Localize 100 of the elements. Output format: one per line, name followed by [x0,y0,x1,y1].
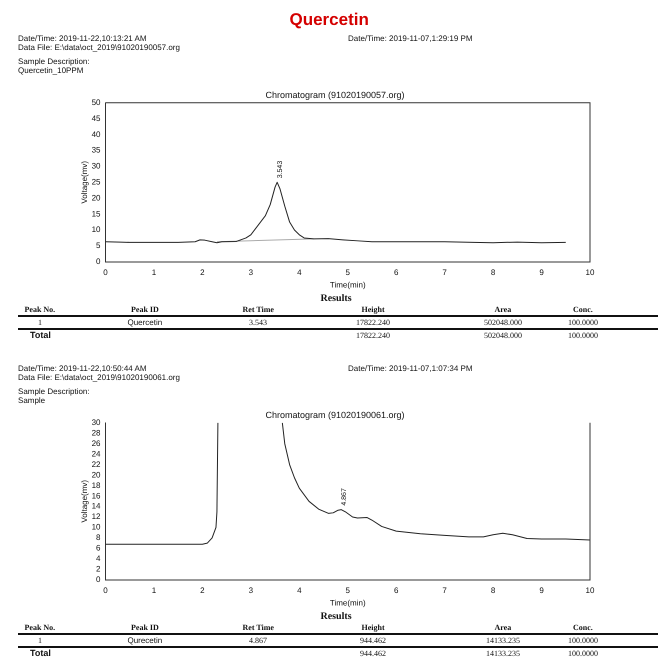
y-tick-label: 25 [92,178,102,187]
y-tick-label: 45 [92,114,102,123]
y-tick-label: 24 [92,449,102,458]
y-tick-label: 0 [96,575,102,584]
text: 4.867 [249,636,267,645]
x-tick-label: 9 [539,586,544,595]
y-tick-label: 8 [96,533,102,542]
text: Peak No. [24,305,56,314]
x-axis-title: Time(min) [330,598,366,608]
x-tick-label: 6 [394,586,399,595]
text: 14133.235 [486,636,520,645]
text: Date/Time: 2019-11-22,10:50:44 AM [18,364,147,373]
text: 100.0000 [568,331,598,340]
x-tick-label: 1 [152,268,157,277]
x-tick-label: 6 [394,268,399,277]
x-tick-label: 4 [297,586,302,595]
y-tick-label: 10 [92,225,102,234]
y-tick-label: 5 [96,241,102,250]
y-axis-title: Voltage(mv) [80,480,90,523]
text: 1 [38,318,42,327]
y-tick-label: 50 [92,98,102,108]
text: Date/Time: 2019-11-22,10:13:21 AM [18,34,147,43]
text: Peak ID [131,623,159,632]
y-tick-label: 28 [92,428,102,438]
text: Height [362,623,385,632]
x-tick-label: 5 [346,268,351,277]
y-tick-label: 18 [92,480,102,490]
x-tick-label: 4 [297,268,302,277]
text: Sample Description: [18,57,90,66]
text: Qurecetin [128,636,162,645]
y-tick-label: 6 [96,544,102,553]
text: Height [362,305,385,314]
text: 944.462 [360,649,386,658]
chart-subtitle: Chromatogram (91020190057.org) [265,90,405,100]
text: Area [494,623,512,632]
text: Peak No. [24,623,56,632]
text: Ret Time [242,305,274,314]
y-tick-label: 4 [96,554,102,564]
text: 3.543 [249,318,267,327]
text: 502048.000 [484,331,522,340]
text: Ret Time [242,623,274,632]
x-axis-title: Time(min) [330,280,366,290]
text: Area [494,305,512,314]
text: Data File: E:\data\oct_2019\91020190057.org [18,43,180,52]
text: 1 [38,636,42,645]
y-tick-label: 16 [92,491,102,500]
y-tick-label: 30 [92,418,102,428]
x-tick-label: 3 [248,586,254,595]
text: 100.0000 [568,636,598,645]
y-tick-label: 0 [96,257,102,266]
x-tick-label: 2 [200,586,206,595]
chart-title: Quercetin [290,10,369,29]
y-tick-label: 20 [92,470,102,480]
x-tick-label: 5 [346,586,351,595]
text: 17822.240 [356,318,390,327]
text: Total [30,648,51,658]
x-tick-label: 8 [490,268,496,277]
chart-subtitle: Chromatogram (91020190061.org) [265,410,405,420]
y-tick-label: 10 [92,522,102,532]
x-tick-label: 0 [103,586,108,595]
x-tick-label: 0 [103,268,108,277]
text: 100.0000 [568,318,598,327]
y-tick-label: 15 [92,209,102,218]
text: Peak ID [131,305,159,314]
text: Results [320,293,352,304]
text: 17822.240 [356,331,390,340]
y-tick-label: 40 [92,130,102,139]
y-tick-label: 26 [92,438,102,448]
x-tick-label: 10 [586,268,595,277]
text: Quercetin_10PPM [18,66,84,75]
text: 100.0000 [568,649,598,658]
y-tick-label: 35 [92,146,102,155]
y-tick-label: 14 [92,502,102,511]
text: Date/Time: 2019-11-07,1:29:19 PM [348,34,473,43]
x-tick-label: 1 [152,586,157,595]
y-axis-title: Voltage(mv) [80,160,90,204]
text: 944.462 [360,636,386,645]
x-tick-label: 3 [248,268,254,277]
y-tick-label: 20 [92,193,102,202]
text: Sample Description: [18,387,90,396]
text: Results [320,611,352,622]
x-tick-label: 7 [442,586,448,595]
text: Date/Time: 2019-11-07,1:07:34 PM [348,364,473,373]
x-tick-label: 7 [442,268,448,277]
text: Sample [18,396,46,405]
text: Conc. [573,623,593,632]
text: Conc. [573,305,593,314]
y-tick-label: 2 [96,564,102,574]
y-tick-label: 22 [92,460,102,469]
x-tick-label: 10 [586,586,595,595]
x-tick-label: 2 [200,268,206,277]
text: 14133.235 [486,649,520,658]
text: 502048.000 [484,318,522,327]
text: Quercetin [128,318,162,327]
y-tick-label: 30 [92,162,102,171]
text: Data File: E:\data\oct_2019\91020190061.org [18,373,180,382]
x-tick-label: 8 [490,586,496,595]
y-tick-label: 12 [92,512,102,522]
text: Total [30,330,51,340]
x-tick-label: 9 [539,268,544,277]
